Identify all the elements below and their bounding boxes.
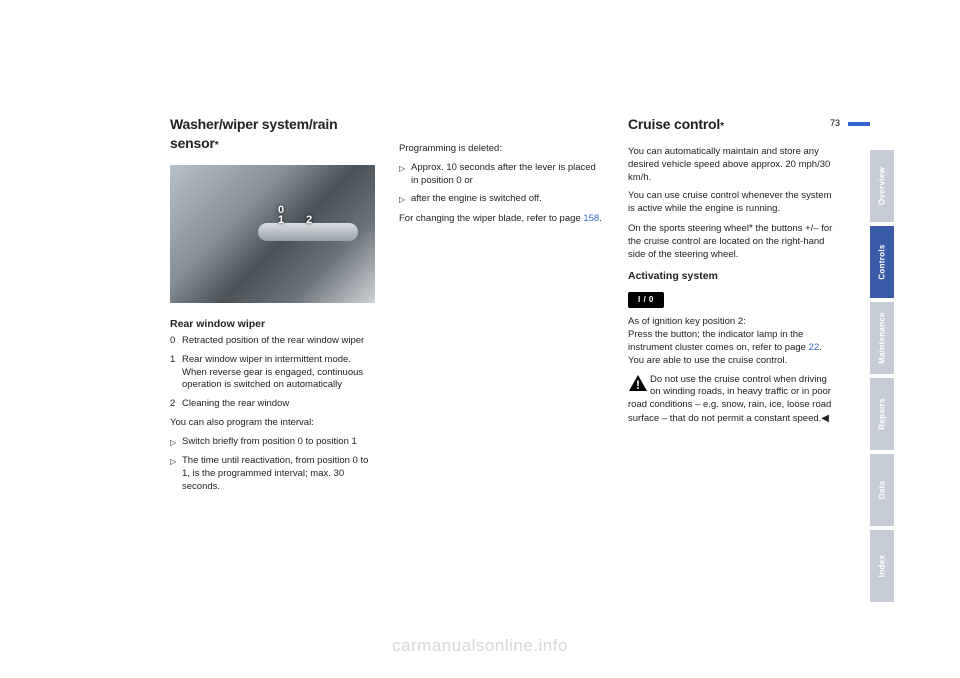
c3-p3: On the sports steering wheel* the button…	[628, 222, 833, 261]
triangle-bullet-icon: ▷	[170, 436, 182, 450]
list-num-0: 0	[170, 335, 182, 348]
warning-icon: !	[628, 374, 648, 392]
c3-p4a: As of ignition key position 2:	[628, 316, 746, 327]
side-tabs: Overview Controls Maintenance Repairs Da…	[870, 150, 894, 606]
tab-label: Maintenance	[878, 312, 887, 364]
tri-text-c2-1: Approx. 10 seconds after the lever is pl…	[411, 162, 604, 188]
c3-p1: You can automatically maintain and store…	[628, 146, 833, 184]
section-title-left: Washer/wiper system/rain sensor*	[170, 115, 375, 153]
list-text-0: Retracted position of the rear window wi…	[182, 335, 364, 348]
tri-item-c2-1: ▷ Approx. 10 seconds after the lever is …	[399, 162, 604, 188]
subheading-activating: Activating system	[628, 269, 833, 283]
tri-text-c2-2: after the engine is switched off.	[411, 193, 542, 207]
title-text-right: Cruise control	[628, 116, 720, 132]
figure-labels: 1 2	[278, 213, 312, 228]
triangle-bullet-icon: ▷	[170, 455, 182, 493]
end-marker-icon: ◀	[821, 413, 829, 424]
c3-p4: As of ignition key position 2: Press the…	[628, 316, 833, 367]
c3-p4b: Press the button; the indicator lamp in …	[628, 329, 809, 353]
warning-text: Do not use the cruise control when drivi…	[628, 374, 831, 424]
tab-label: Repairs	[878, 398, 887, 429]
subheading-rear-wiper: Rear window wiper	[170, 317, 375, 331]
triangle-bullet-icon: ▷	[399, 193, 411, 207]
list-item-2: 2 Cleaning the rear window	[170, 398, 375, 411]
triangle-bullet-icon: ▷	[399, 162, 411, 188]
tri-text-c1-1: Switch briefly from position 0 to positi…	[182, 436, 357, 450]
c2-p2: For changing the wiper blade, refer to p…	[399, 213, 604, 226]
figure-wiper-lever: 0 1 2	[170, 165, 375, 303]
tab-label: Index	[878, 555, 887, 577]
tri-text-c1-2: The time until reactivation, from positi…	[182, 455, 375, 493]
column-2: Programming is deleted: ▷ Approx. 10 sec…	[399, 115, 604, 500]
page-link-158[interactable]: 158	[583, 213, 599, 224]
tab-repairs[interactable]: Repairs	[870, 378, 894, 450]
tab-maintenance[interactable]: Maintenance	[870, 302, 894, 374]
figure-label-2: 2	[306, 213, 312, 228]
list-num-1: 1	[170, 354, 182, 392]
tri-item-c2-2: ▷ after the engine is switched off.	[399, 193, 604, 207]
c2-p2a: For changing the wiper blade, refer to p…	[399, 213, 583, 224]
title-text-left: Washer/wiper system/rain sensor	[170, 116, 337, 151]
list-item-1: 1 Rear window wiper in intermittent mode…	[170, 354, 375, 392]
page-body: Washer/wiper system/rain sensor* 0 1 2 R…	[170, 115, 870, 500]
list-text-2: Cleaning the rear window	[182, 398, 289, 411]
tab-label: Data	[878, 481, 887, 500]
io-button-icon: I / 0	[628, 292, 664, 309]
watermark: carmanualsonline.info	[0, 636, 960, 656]
star-right: *	[720, 121, 724, 132]
program-intro: You can also program the interval:	[170, 417, 375, 430]
tab-overview[interactable]: Overview	[870, 150, 894, 222]
c2-p2b: .	[599, 213, 602, 224]
list-num-2: 2	[170, 398, 182, 411]
tab-controls[interactable]: Controls	[870, 226, 894, 298]
column-3: Cruise control* You can automatically ma…	[628, 115, 833, 500]
figure-label-1: 1	[278, 213, 284, 228]
list-text-1: Rear window wiper in intermittent mode. …	[182, 354, 375, 392]
section-title-right: Cruise control*	[628, 115, 833, 134]
tri-item-c1-2: ▷ The time until reactivation, from posi…	[170, 455, 375, 493]
star-left: *	[215, 140, 219, 151]
tri-item-c1-1: ▷ Switch briefly from position 0 to posi…	[170, 436, 375, 450]
column-1: Washer/wiper system/rain sensor* 0 1 2 R…	[170, 115, 375, 500]
c3-p3a: On the sports steering wheel	[628, 223, 749, 234]
page-number: 73	[830, 118, 840, 128]
svg-text:!: !	[636, 378, 640, 392]
page-accent-bar	[848, 122, 870, 126]
c3-p2: You can use cruise control whenever the …	[628, 190, 833, 216]
c2-p1: Programming is deleted:	[399, 143, 604, 156]
warning-block: ! Do not use the cruise control when dri…	[628, 374, 833, 426]
page-link-22[interactable]: 22	[809, 342, 820, 353]
tab-label: Controls	[878, 244, 887, 279]
tab-index[interactable]: Index	[870, 530, 894, 602]
list-item-0: 0 Retracted position of the rear window …	[170, 335, 375, 348]
tab-label: Overview	[878, 167, 887, 205]
tab-data[interactable]: Data	[870, 454, 894, 526]
